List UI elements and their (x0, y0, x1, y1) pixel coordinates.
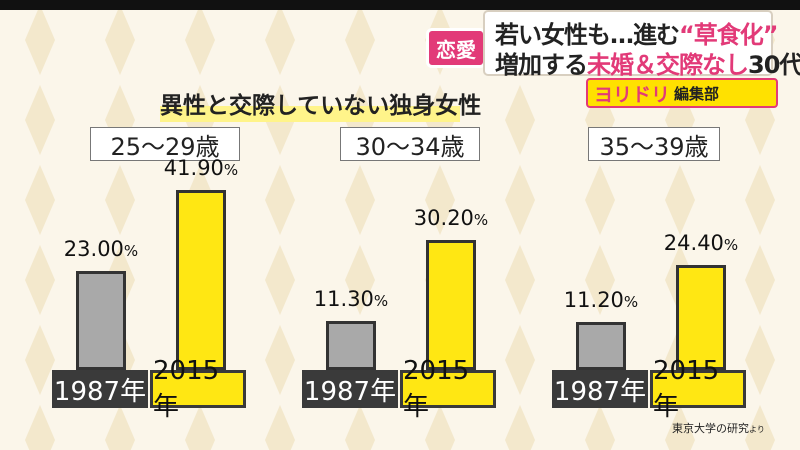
program-logo: ヨリドリ 編集部 (586, 78, 778, 108)
year-label: 1987年 (302, 370, 398, 408)
headline-line-1: 若い女性も…進む“草食化” (495, 15, 779, 50)
bar-yellow (676, 265, 726, 370)
headline-line-1-text: 若い女性も…進む (495, 21, 680, 49)
program-suffix: 編集部 (674, 84, 720, 103)
group-label: 35～39歳 (588, 127, 720, 161)
headline-line-2-text: 増加する (495, 51, 588, 79)
headline-line-1-highlight: “草食化” (679, 21, 779, 49)
value-label: 24.40% (663, 231, 739, 256)
group-label: 30～34歳 (340, 127, 480, 161)
value-label: 11.30% (313, 287, 389, 312)
top-dark-strip (0, 0, 800, 10)
bar-yellow (176, 189, 226, 370)
bar-gray (326, 321, 376, 370)
chart-title: 異性と交際していない独身女性 (160, 93, 482, 119)
headline-line-2-highlight: 未婚＆交際なし (587, 51, 749, 79)
headline-line-2: 増加する未婚＆交際なし30代 (495, 45, 800, 80)
year-label: 2015年 (150, 356, 246, 422)
group-label: 25～29歳 (90, 127, 240, 161)
title-highlight (160, 106, 460, 122)
bar-gray (576, 321, 626, 370)
headline-line-2-suffix: 30代 (748, 51, 800, 79)
source-note: 東京大学の研究より (672, 420, 765, 436)
value-label: 30.20% (413, 206, 489, 231)
headline-card: 若い女性も…進む“草食化” 増加する未婚＆交際なし30代 (483, 10, 800, 79)
year-label: 2015年 (650, 356, 746, 422)
source-suffix: より (749, 425, 765, 434)
year-label: 2015年 (400, 356, 496, 422)
program-name: ヨリドリ (594, 83, 671, 106)
year-label: 1987年 (52, 370, 148, 408)
bar-gray (76, 271, 126, 370)
value-label: 23.00% (63, 237, 139, 262)
category-badge: 恋愛 (426, 28, 486, 68)
source-text: 東京大学の研究 (672, 422, 749, 435)
value-label: 41.90% (163, 155, 239, 180)
year-label: 1987年 (552, 370, 648, 408)
bar-yellow (426, 240, 476, 370)
value-label: 11.20% (563, 287, 639, 312)
